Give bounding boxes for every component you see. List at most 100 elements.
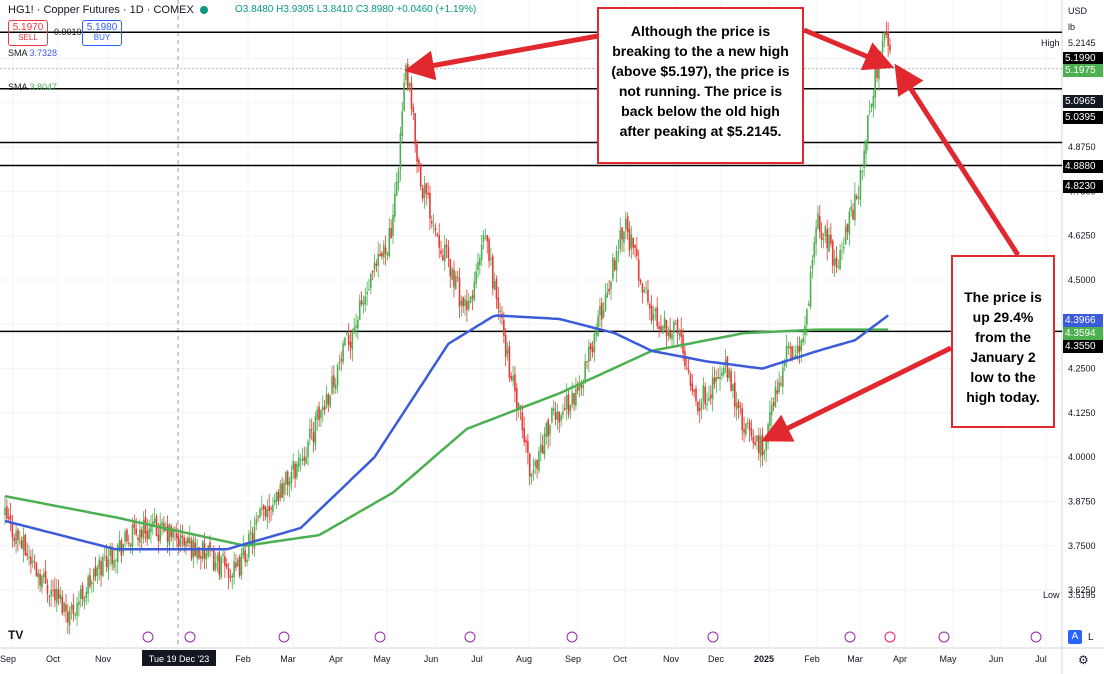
candle-body [277,492,280,502]
candle-body [397,170,400,183]
settings-gear-icon[interactable]: ⚙ [1078,653,1089,667]
candle-body [344,337,346,346]
candle-body [105,556,108,568]
candle-body [632,237,634,248]
candle-body [661,326,664,334]
candle-body [595,332,598,335]
candle-body [79,588,82,599]
candle-body [133,523,136,528]
candle-body [567,394,570,415]
candle-body [266,508,269,518]
buy-button[interactable]: 5.1980 BUY [82,20,122,46]
candle-body [373,262,376,270]
candle-body [709,394,712,399]
candle-body [554,411,557,420]
candle-body [730,371,732,391]
sma-2-value: 3.8047 [29,82,58,92]
candle-body [780,383,782,385]
candle-body [639,280,642,283]
candle-body [549,425,551,435]
candle-body [456,277,459,278]
symbol-header[interactable]: HG1! · Copper Futures · 1D · COMEX [8,4,208,16]
x-tick-label: Tue 19 Dec '23 [149,654,209,664]
candle-body [852,209,854,220]
candle-body [9,515,12,521]
candle-body [813,242,816,258]
candle-body [423,185,426,199]
x-tick-label: Jun [989,654,1004,664]
candle-body [857,197,860,199]
candle-body [153,519,156,523]
unit-label[interactable]: lb [1068,22,1076,32]
candle-body [366,291,368,295]
candle-body [722,367,725,375]
candle-body [183,537,186,546]
x-tick-label: Mar [280,654,296,664]
candle-body [286,471,289,485]
candle-body [200,556,202,559]
candle-body [867,115,869,143]
annotation-top[interactable]: Although the price is breaking to the a … [597,7,804,164]
candle-body [279,484,282,499]
candle-body [527,440,529,453]
candle-body [571,392,574,405]
candle-body [368,288,370,290]
candle-body [303,456,306,461]
sma-indicator-2[interactable]: SMA 3.8047 [8,82,57,92]
candle-body [650,305,653,321]
candle-body [735,403,738,410]
candle-body [116,545,119,563]
candle-body [514,374,516,392]
candle-body [560,415,562,421]
candle-body [824,226,827,237]
candle-body [588,346,590,362]
candle-body [525,439,527,443]
ohlc-readout: O3.8480 H3.9305 L3.8410 C3.8980 +0.0460 … [235,4,476,15]
candle-body [316,409,319,420]
ohlc-open: O3.8480 [235,4,274,15]
candle-body [491,256,494,289]
candle-body [621,227,623,240]
candle-body [24,534,27,556]
candle-body [464,299,466,306]
tradingview-logo-icon[interactable]: TV [8,628,24,642]
candle-body [678,333,681,336]
candle-body [654,308,657,312]
event-marker-icon [184,631,196,643]
candle-body [255,519,258,526]
candle-body [212,549,215,571]
candle-body [798,345,801,352]
sma-indicator-1[interactable]: SMA 3.7328 [8,48,57,58]
candle-body [261,507,263,510]
annotation-right[interactable]: The price is up 29.4% from the January 2… [951,255,1055,428]
candle-body [695,388,697,402]
candle-body [249,531,252,535]
candle-body [743,429,745,433]
candle-body [100,561,102,576]
candle-body [669,329,671,338]
sma-blue-label: 4.3966 [1063,314,1103,327]
candle-body [272,504,274,512]
candle-body [85,591,88,598]
candle-body [83,597,86,603]
currency-label[interactable]: USD [1068,6,1088,16]
x-tick-label: 2025 [754,654,774,664]
candle-body [259,509,261,518]
candle-body [198,547,200,558]
auto-scale-icon[interactable]: A [1068,630,1082,644]
sell-button[interactable]: 5.1970 SELL [8,20,48,46]
candle-body [209,542,211,549]
candle-body [628,228,631,251]
candle-body [336,364,339,386]
candle-body [297,457,300,468]
candle-body [704,386,707,405]
candle-body [783,362,786,366]
candle-body [759,436,762,457]
candle-body [35,562,38,577]
log-scale-icon[interactable]: L [1088,632,1094,643]
candle-body [466,300,468,311]
candle-body [702,384,705,402]
candle-body [432,224,435,227]
candle-body [395,181,398,196]
